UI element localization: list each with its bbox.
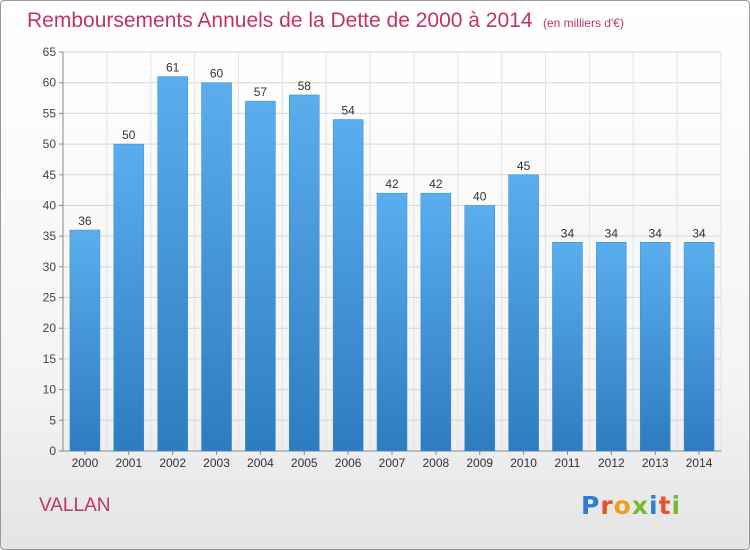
bar-value-label: 45	[517, 159, 531, 173]
bar-value-label: 34	[692, 226, 706, 240]
x-tick-label: 2006	[335, 456, 362, 470]
logo-letter: r	[600, 491, 614, 520]
bar-value-label: 50	[122, 128, 136, 142]
proxiti-logo[interactable]: Proxiti	[581, 491, 681, 520]
logo-letter: i	[649, 491, 659, 520]
bar-value-label: 36	[78, 214, 92, 228]
bar	[69, 229, 101, 452]
bar-value-label: 34	[605, 226, 619, 240]
y-tick-label: 55	[43, 106, 57, 120]
bar	[201, 82, 232, 452]
y-tick-label: 25	[43, 291, 57, 305]
y-tick-label: 0	[49, 444, 56, 458]
bar-value-label: 34	[561, 226, 575, 240]
bar-value-label: 60	[210, 67, 224, 81]
y-tick-label: 10	[43, 383, 57, 397]
y-tick-label: 50	[43, 137, 57, 151]
bar	[508, 174, 539, 452]
x-tick-label: 2001	[115, 456, 142, 470]
x-tick-label: 2000	[72, 456, 99, 470]
chart-subtitle: (en milliers d'€)	[542, 16, 624, 30]
x-tick-label: 2011	[555, 456, 581, 470]
bar-value-label: 40	[473, 189, 487, 203]
x-tick-label: 2008	[423, 456, 450, 470]
bar	[289, 94, 320, 452]
bar	[157, 76, 188, 452]
bar	[552, 242, 583, 452]
bar-value-label: 57	[254, 85, 268, 99]
logo-letter: P	[581, 491, 601, 520]
bar	[332, 119, 364, 452]
y-tick-label: 20	[43, 321, 57, 335]
bar	[464, 205, 495, 452]
bar	[113, 143, 145, 452]
x-tick-label: 2010	[510, 456, 537, 470]
chart-title: Remboursements Annuels de la Dette de 20…	[27, 9, 533, 32]
bar-value-label: 42	[429, 177, 443, 191]
logo-letter: x	[631, 491, 649, 520]
y-tick-label: 15	[43, 352, 57, 366]
commune-name: VALLAN	[39, 495, 111, 516]
bar	[596, 242, 627, 452]
labels: 0 5 10 15 20 25 30 35 40 45 50 55 60 65 36 2000 50 2001 61…	[43, 45, 713, 470]
x-tick-label: 2007	[379, 456, 406, 470]
logo-letter: t	[658, 491, 672, 520]
y-tick-label: 30	[43, 260, 57, 274]
x-tick-label: 2009	[466, 456, 493, 470]
logo-letter: o	[613, 491, 632, 520]
x-tick-label: 2002	[159, 456, 186, 470]
y-tick-label: 5	[49, 413, 56, 427]
y-tick-label: 60	[43, 76, 57, 90]
bar-value-label: 54	[341, 104, 355, 118]
bar	[639, 242, 671, 452]
y-tick-label: 35	[43, 229, 57, 243]
x-tick-label: 2014	[686, 456, 713, 470]
y-tick-label: 40	[43, 198, 57, 212]
x-tick-label: 2004	[247, 456, 274, 470]
x-tick-label: 2005	[291, 456, 318, 470]
bar-value-label: 34	[649, 226, 663, 240]
y-tick-label: 65	[43, 45, 57, 59]
x-tick-label: 2003	[203, 456, 230, 470]
bar	[245, 100, 276, 452]
y-tick-label: 45	[43, 168, 57, 182]
x-tick-label: 2012	[598, 456, 625, 470]
bar-value-label: 58	[298, 79, 312, 93]
bar	[420, 192, 452, 452]
chart-title-block: Remboursements Annuels de la Dette de 20…	[27, 9, 624, 33]
bar-value-label: 42	[385, 177, 399, 191]
bar	[683, 242, 715, 452]
bar-value-label: 61	[166, 61, 180, 75]
bar	[376, 192, 408, 452]
bars	[69, 76, 715, 452]
x-tick-label: 2013	[642, 456, 669, 470]
logo-letter: i	[671, 491, 682, 520]
